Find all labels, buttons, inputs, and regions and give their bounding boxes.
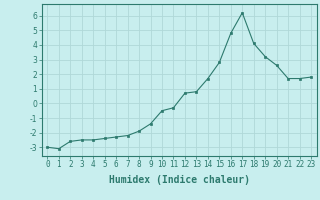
X-axis label: Humidex (Indice chaleur): Humidex (Indice chaleur) [109, 175, 250, 185]
